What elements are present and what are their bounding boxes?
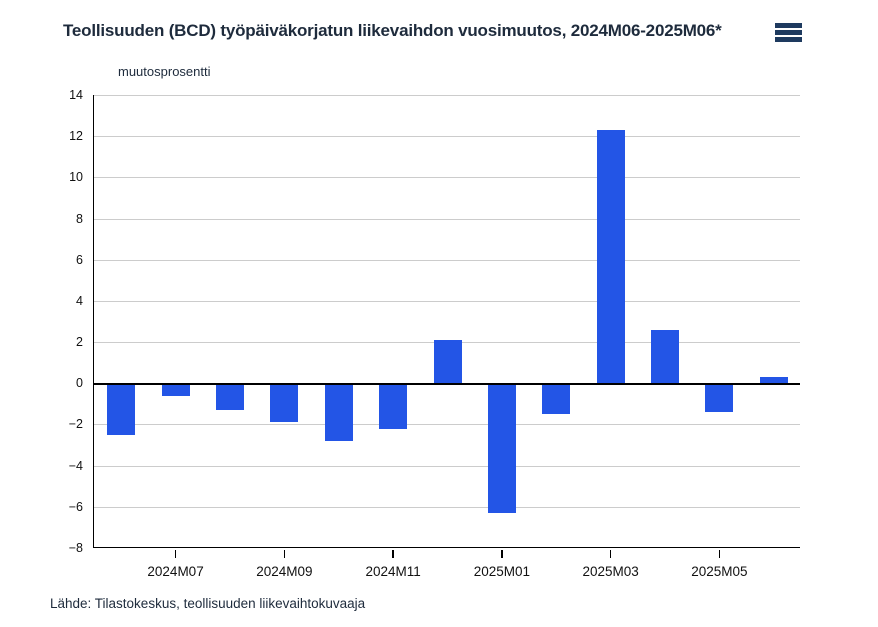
bar-2024M11[interactable]: [379, 383, 408, 429]
y-axis-tick-label: 0: [76, 376, 83, 391]
x-axis-tick: [392, 549, 394, 558]
y-axis-tick-label: −4: [68, 458, 83, 473]
gridline: [94, 300, 800, 302]
plot-area: 2024M07 2024M09 2024M11 2025M01 2025M03 2025M…: [93, 95, 800, 579]
y-axis-tick-label: −8: [68, 541, 83, 555]
gridline: [94, 506, 800, 508]
y-axis-tick-label: 10: [69, 170, 83, 185]
chart-title: Teollisuuden (BCD) työpäiväkorjatun liik…: [63, 21, 722, 40]
x-axis-tick: [501, 549, 503, 558]
bar-2024M07[interactable]: [161, 383, 190, 396]
gridline: [94, 136, 800, 138]
bar-2024M06[interactable]: [107, 383, 136, 435]
bar-2024M10[interactable]: [324, 383, 353, 441]
x-axis-tick: [174, 549, 177, 558]
gridline: [94, 259, 800, 261]
x-axis-tick-label: 2025M03: [582, 564, 639, 579]
bar-2024M12[interactable]: [433, 340, 462, 384]
y-axis-tick-label: 2: [76, 335, 83, 350]
hamburger-bar: [775, 22, 802, 28]
x-axis-tick-label: 2025M05: [691, 564, 748, 579]
bar-2025M06[interactable]: [759, 377, 788, 384]
x-axis-tick: [283, 549, 286, 558]
y-axis-tick-label: −2: [68, 417, 83, 432]
source-caption: Lähde: Tilastokeskus, teollisuuden liike…: [50, 596, 366, 611]
y-axis-tick-label: 14: [69, 88, 83, 102]
x-axis-tick-label: 2024M07: [147, 564, 204, 579]
zero-line: [94, 383, 800, 385]
hamburger-bar: [775, 29, 802, 35]
hamburger-menu-icon[interactable]: [773, 19, 804, 45]
bar-2025M03[interactable]: [596, 130, 625, 384]
gridline: [94, 218, 800, 220]
y-axis-tick-label: 12: [69, 129, 83, 144]
x-axis-tick-label: 2024M11: [365, 564, 421, 579]
gridline: [94, 177, 800, 179]
x-axis-tick-label: 2024M09: [256, 564, 313, 579]
y-axis-tick-label: 8: [76, 211, 83, 226]
gridline: [94, 424, 800, 426]
bar-2024M09[interactable]: [270, 383, 299, 423]
bar-2025M05[interactable]: [705, 383, 734, 413]
bar-2024M08[interactable]: [215, 383, 244, 411]
hamburger-bar: [775, 36, 802, 42]
x-axis-tick: [609, 549, 612, 558]
bar-2025M04[interactable]: [651, 329, 680, 384]
y-axis-title: muutosprosentti: [118, 64, 211, 79]
gridline: [94, 95, 800, 96]
y-axis-tick-label: 6: [76, 252, 83, 267]
bar-2025M02[interactable]: [542, 383, 571, 415]
gridline: [94, 465, 800, 467]
x-axis-tick: [718, 549, 721, 558]
bar-2025M01[interactable]: [487, 383, 516, 513]
y-axis-tick-label: −6: [68, 499, 83, 514]
x-axis-tick-label: 2025M01: [473, 564, 531, 579]
y-axis-tick-label: 4: [76, 293, 83, 308]
